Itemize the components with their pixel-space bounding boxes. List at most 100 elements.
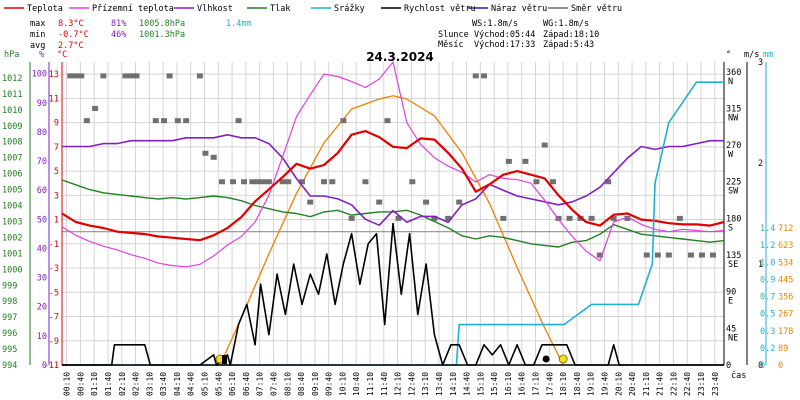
x-tick-label: 10:40 [352,372,361,396]
stat-avg-temp: 2.7°C [58,41,84,51]
x-tick-label: 16:40 [518,372,527,396]
legend-label: Srážky [334,4,365,14]
series-temp [61,130,725,242]
wind-direction-point [423,199,430,205]
wind-direction-point [161,118,168,124]
wg-text: WG:1.8m/s [543,19,589,29]
tick-direction: 360 [726,68,741,78]
wind-direction-point [92,105,99,111]
tick-compass: SW [728,187,739,197]
wind-direction-point [133,73,140,79]
wind-direction-point [279,179,286,185]
x-tick-label: 07:40 [269,372,278,396]
tick-compass: E [728,297,733,307]
stat-avg-label: avg [30,41,45,51]
tick-pressure: 1005 [2,186,22,196]
wind-direction-point [384,118,391,124]
wind-direction-point [709,252,716,258]
wind-direction-point [643,252,650,258]
tick-rain: 0.2 [760,344,775,354]
tick-temp: 5 [54,167,59,177]
wind-direction-point [321,179,328,185]
wind-direction-point [500,215,507,221]
tick-rain: 1.2 [760,241,775,251]
wind-direction-point [298,179,305,185]
legend: Teplota Přízemní teplota Vlhkost Tlak Srážky… [4,4,622,14]
series-sun-elevation [219,95,564,366]
wind-direction-point [196,73,203,79]
stat-min-press: 1001.3hPa [139,30,185,40]
tick-pressure: 1009 [2,122,22,132]
tick-compass: S [728,223,733,233]
axis-header-pct: % [39,50,44,60]
x-tick-label: 04:40 [187,372,196,396]
x-tick-label: 13:40 [435,372,444,396]
stat-max-hum: 81% [111,19,126,29]
wind-direction-point [431,215,438,221]
sunrise-moon-marker [222,355,228,364]
x-tick-label: 00:40 [76,372,85,396]
wind-direction-point [541,142,548,148]
wind-direction-point [241,179,248,185]
tick-pressure: 1008 [2,138,22,148]
x-tick-label: 21:10 [642,372,651,396]
series-ground-temp [61,61,725,268]
tick-humidity: 60 [37,186,47,196]
plot-area [61,61,725,366]
legend-label: Tlak [270,4,290,14]
tick-pressure: 1004 [2,202,22,212]
wind-direction-point [395,215,402,221]
moonset-text: Západ:5:43 [543,40,594,50]
tick-rain: 1.4 [760,224,775,234]
tick-humidity: 100 [32,70,47,80]
wind-direction-point [307,199,314,205]
x-tick-label: 20:10 [614,372,623,396]
x-tick-label: 14:40 [463,372,472,396]
x-tick-label: 00:10 [63,372,72,396]
sunset-marker [558,354,568,364]
wind-direction-point [67,73,74,79]
x-tick-label: 04:10 [173,372,182,396]
tick-pressure: 1002 [2,233,22,243]
ws-text: WS:1.8m/s [472,19,518,29]
axis-header-deg: ° [726,50,731,60]
tick-rain: 0 [760,361,765,371]
tick-solar: 534 [778,258,793,268]
tick-humidity: 90 [37,99,47,109]
wind-direction-point [409,179,416,185]
x-tick-label: 02:10 [118,372,127,396]
tick-solar: 356 [778,293,793,303]
x-tick-label: 22:10 [669,372,678,396]
x-tick-label: 19:40 [600,372,609,396]
tick-temp: -5 [49,288,59,298]
wind-direction-point [522,158,529,164]
x-tick-label: 22:40 [683,372,692,396]
series-rain [62,81,724,366]
x-tick-label: 20:40 [628,372,637,396]
x-tick-label: 19:10 [587,372,596,396]
wind-direction-point [152,118,159,124]
tick-humidity: 0 [42,361,47,371]
wind-direction-point [285,179,292,185]
chart-title: 24.3.2024 [366,50,434,64]
tick-direction: 225 [726,178,741,188]
wind-direction-point [235,118,242,124]
axis-header-hpa: hPa [4,50,19,60]
tick-pressure: 1000 [2,265,22,275]
x-tick-label: 21:40 [656,372,665,396]
wind-direction-point [555,215,562,221]
wind-direction-point [624,215,631,221]
axis-header-time: čas [731,370,746,381]
moonrise-marker [542,355,550,363]
wind-direction-point [122,73,129,79]
x-tick-label: 13:10 [421,372,430,396]
x-tick-label: 12:10 [394,372,403,396]
x-tick-label: 16:10 [504,372,513,396]
x-tick-label: 11:10 [366,372,375,396]
tick-wind: 0 [758,361,763,371]
wind-direction-point [230,179,237,185]
wind-direction-point [83,118,90,124]
wind-direction-point [533,179,540,185]
tick-wind: 3 [758,58,763,68]
